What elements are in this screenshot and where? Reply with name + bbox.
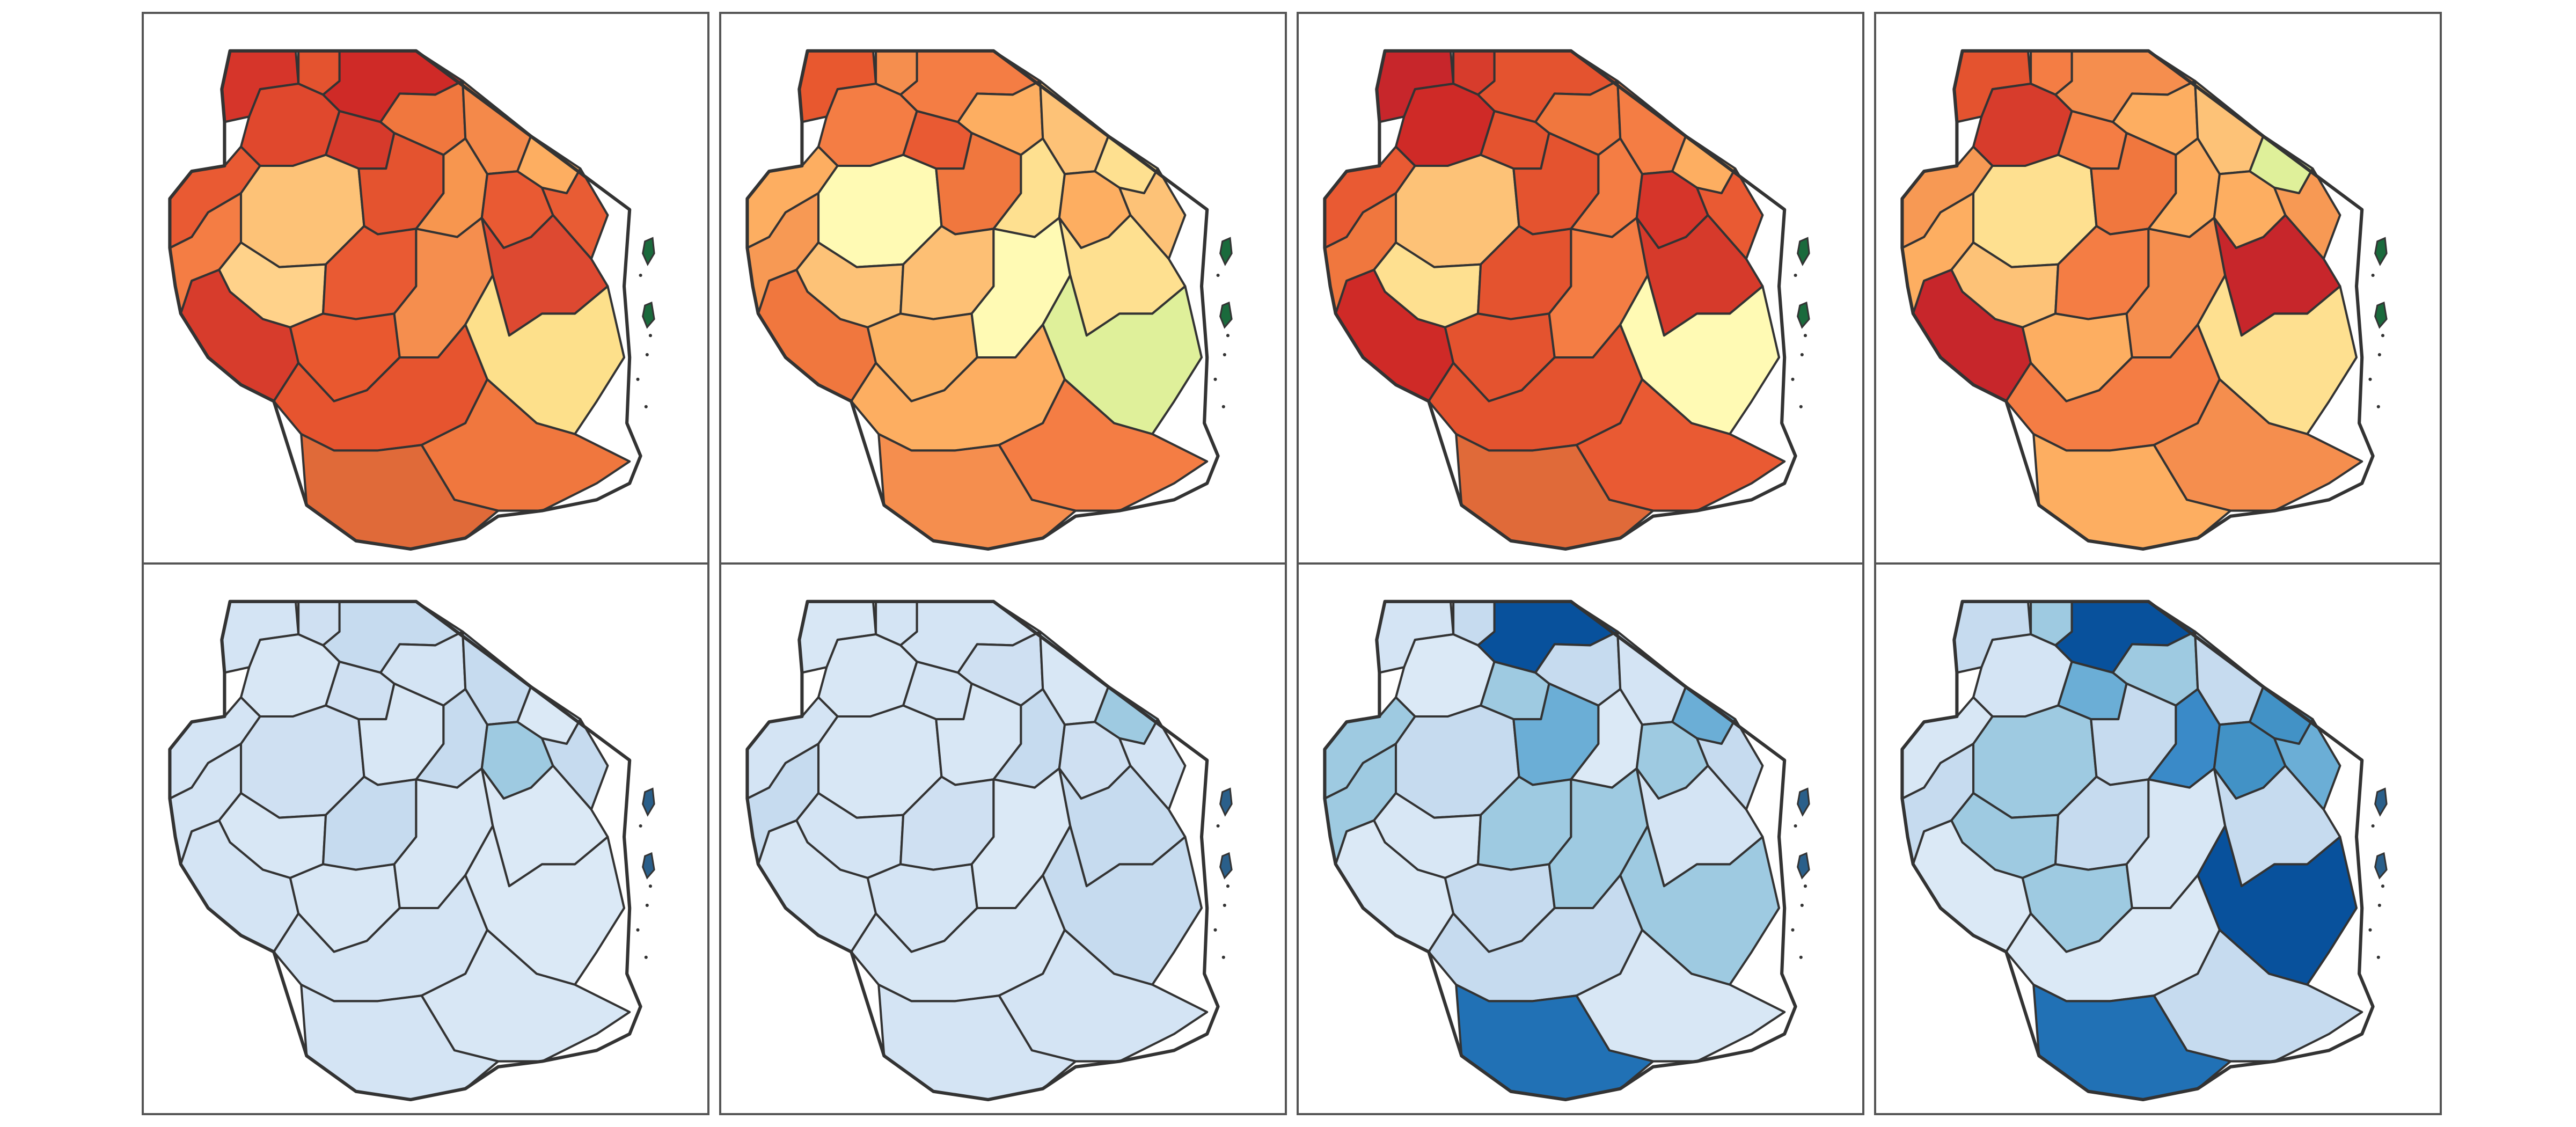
choropleth-map [168,49,655,551]
country-outline [1323,599,1797,1102]
country-outline [1900,49,2375,551]
islet-marker [1791,377,1795,381]
islet-marker [1800,353,1804,356]
islet-marker [2376,955,2380,959]
islet-marker [1803,334,1807,338]
country-outline [168,49,642,551]
islet-marker [2368,928,2372,932]
map-panel [1297,562,1864,1115]
islet-marker [1216,824,1220,828]
country-outline [1323,49,1797,551]
islet-marker [1213,377,1217,381]
island-region [2374,237,2388,266]
choropleth-map [1900,49,2388,551]
map-panel [1297,12,1864,565]
islet-marker [2381,334,2385,338]
choropleth-map [1323,49,1810,551]
islet-marker [644,405,648,408]
island-region [1797,237,1810,266]
map-panel [719,562,1287,1115]
islet-marker [1799,955,1803,959]
islet-marker [645,903,649,907]
islet-marker [1223,903,1226,907]
islet-marker [1800,903,1804,907]
islet-marker [644,955,648,959]
island-region [642,787,655,817]
choropleth-map [1323,599,1810,1102]
islet-marker [1226,884,1230,888]
islet-marker [2377,353,2381,356]
islet-marker [2371,824,2375,828]
islet-marker [1794,824,1797,828]
map-panel [719,12,1287,565]
islet-marker [1223,353,1226,356]
island-region [642,237,655,266]
island-region [1219,787,1233,817]
island-region [2374,852,2388,880]
island-region [1797,301,1810,329]
islet-marker [645,353,649,356]
islet-marker [1803,884,1807,888]
island-region [2374,301,2388,329]
island-region [1797,852,1810,880]
island-region [642,852,655,880]
islet-marker [1791,928,1795,932]
island-region [1219,301,1233,329]
islet-marker [2377,903,2381,907]
islet-marker [1216,273,1220,277]
islet-marker [1226,334,1230,338]
islet-marker [639,824,642,828]
islet-marker [648,334,653,338]
choropleth-map [745,49,1233,551]
choropleth-map [1900,599,2388,1102]
island-region [2374,787,2388,817]
map-panel [142,562,709,1115]
map-panel [1874,12,2442,565]
map-panel [142,12,709,565]
islet-marker [636,928,640,932]
islet-marker [648,884,653,888]
map-panel [1874,562,2442,1115]
choropleth-map [745,599,1233,1102]
islet-marker [1794,273,1797,277]
islet-marker [2368,377,2372,381]
choropleth-map [168,599,655,1102]
islet-marker [2376,405,2380,408]
islet-marker [1221,405,1225,408]
country-outline [168,599,642,1102]
islet-marker [2381,884,2385,888]
island-region [1797,787,1810,817]
islet-marker [1221,955,1225,959]
islet-marker [639,273,642,277]
islet-marker [1799,405,1803,408]
island-region [642,301,655,329]
islet-marker [2371,273,2375,277]
islet-marker [636,377,640,381]
country-outline [745,599,1220,1102]
islet-marker [1213,928,1217,932]
country-outline [745,49,1220,551]
island-region [1219,237,1233,266]
country-outline [1900,599,2375,1102]
island-region [1219,852,1233,880]
